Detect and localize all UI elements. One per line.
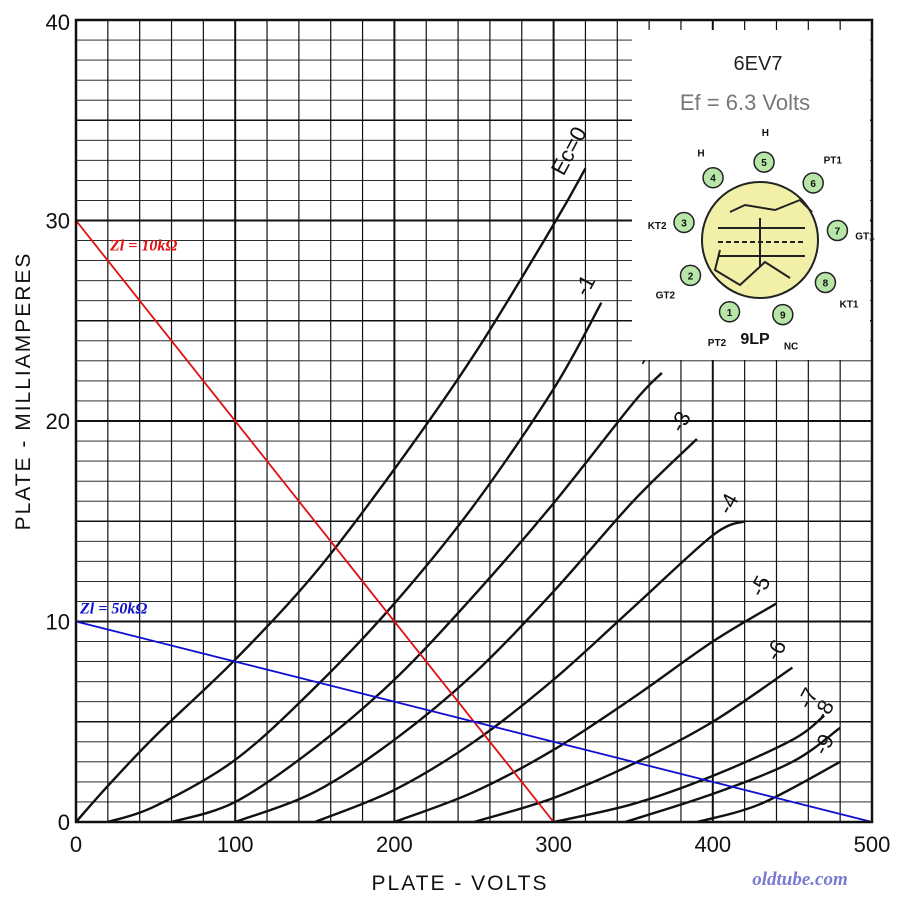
y-tick-label: 40 — [46, 10, 70, 35]
pin-label: PT1 — [824, 155, 843, 166]
plate-curve — [393, 602, 778, 824]
plot-frame — [74, 18, 874, 824]
pin-number: 1 — [727, 308, 733, 319]
base-type: 9LP — [740, 331, 770, 348]
x-tick-label: 400 — [694, 832, 731, 857]
pin-circle — [814, 271, 837, 294]
plate-curve — [473, 666, 794, 824]
curve-label: -1 — [569, 271, 600, 300]
pin-label: GT2 — [656, 290, 676, 301]
pin-number: 5 — [761, 158, 767, 169]
watermark: oldtube.com — [752, 869, 848, 890]
curve-label: -5 — [744, 571, 775, 600]
heater-voltage: Ef = 6.3 Volts — [680, 90, 810, 115]
x-tick-label: 500 — [854, 832, 891, 857]
chart-axes: 0 100 200 300 400 500 0 10 20 30 40 PLATE - VOLTS PL… — [12, 10, 890, 895]
pin-circle — [753, 151, 775, 173]
y-tick-label: 0 — [58, 810, 70, 835]
chart-grid — [75, 19, 873, 823]
curve-label: -9 — [808, 730, 839, 759]
plate-curve — [107, 302, 603, 824]
pin-label: PT2 — [708, 338, 727, 349]
y-tick-label: 20 — [46, 409, 70, 434]
x-axis-title: PLATE - VOLTS — [372, 872, 549, 895]
pin-circle — [802, 172, 824, 194]
y-axis-title: PLATE - MILLIAMPERES — [12, 252, 35, 531]
plate-curve — [624, 726, 841, 824]
pin-number: 8 — [823, 278, 829, 289]
pin-label: KT1 — [840, 300, 859, 311]
plate-curve — [696, 760, 841, 824]
x-tick-label: 0 — [70, 832, 82, 857]
plate-curve — [234, 438, 698, 824]
pin-label: GT1 — [855, 232, 875, 243]
pin-circle — [673, 211, 695, 234]
load-line — [75, 620, 873, 823]
load-line-label: Zl = 50kΩ — [79, 601, 147, 618]
pin-circle — [772, 303, 794, 326]
load-lines: Zl = 10kΩ Zl = 50kΩ — [75, 219, 873, 823]
plate-curve — [314, 520, 746, 824]
pin-number: 9 — [780, 311, 786, 322]
y-tick-label: 30 — [46, 209, 70, 234]
pins: 1 PT2 2 GT2 3 KT2 4 H 5 H 6 PT1 7 GT1 8 KT1 9 NC — [648, 128, 875, 352]
x-tick-label: 100 — [217, 832, 254, 857]
pin-circle — [702, 166, 724, 189]
pin-label: NC — [784, 342, 798, 353]
y-tick-label: 10 — [46, 610, 70, 635]
plate-curve — [553, 714, 825, 824]
pin-label: H — [762, 128, 769, 139]
curve-label: -4 — [712, 489, 743, 518]
pin-number: 6 — [810, 179, 816, 190]
pin-circle — [826, 219, 849, 242]
electrode-schematic — [713, 198, 813, 287]
pin-label: H — [697, 149, 704, 160]
pin-circle — [679, 264, 702, 287]
x-tick-label: 300 — [535, 832, 572, 857]
tube-name: 6EV7 — [734, 53, 783, 75]
tube-inset: 6EV7 Ef = 6.3 Volts 1 PT2 2 GT2 3 KT2 4 H 5 H 6 PT1… — [632, 30, 875, 360]
pin-circle — [718, 301, 741, 323]
pin-number: 7 — [835, 226, 841, 237]
pinout-diagram — [701, 181, 819, 299]
pin-number: 3 — [681, 218, 687, 229]
plate-curve — [75, 167, 587, 823]
plate-curve — [171, 372, 663, 824]
curve-label: -3 — [665, 407, 696, 436]
load-line-label: Zl = 10kΩ — [109, 238, 177, 255]
pin-label: KT2 — [648, 221, 667, 232]
x-tick-label: 200 — [376, 832, 413, 857]
pin-number: 2 — [688, 271, 694, 282]
curve-label: -6 — [760, 636, 791, 665]
pin-number: 4 — [710, 174, 716, 185]
